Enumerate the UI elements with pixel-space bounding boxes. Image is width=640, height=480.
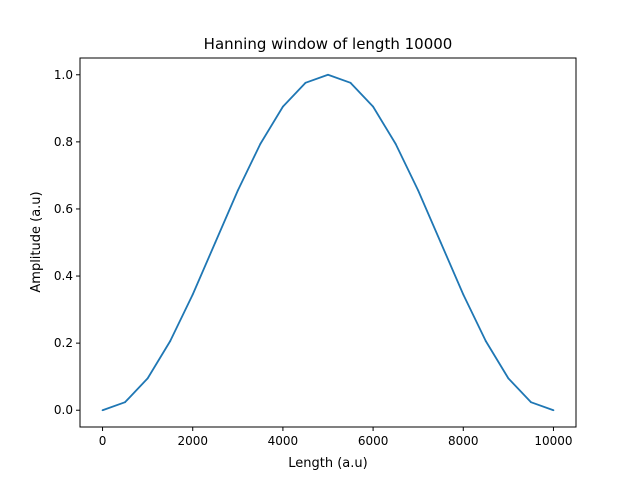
y-tick-label: 0.0 — [54, 403, 73, 417]
data-point — [439, 241, 442, 244]
data-point — [530, 401, 532, 404]
y-tick-label: 0.6 — [54, 202, 73, 216]
data-point — [372, 105, 374, 108]
y-tick-label: 1.0 — [54, 68, 73, 82]
x-tick-label: 6000 — [358, 434, 389, 448]
x-tick-label: 2000 — [177, 434, 208, 448]
data-point — [484, 340, 487, 343]
x-tick-label: 10000 — [534, 434, 572, 448]
data-point — [394, 142, 397, 145]
data-point — [282, 105, 284, 108]
plot-frame — [79, 57, 577, 428]
y-tick-label: 0.8 — [54, 135, 73, 149]
chart-title: Hanning window of length 10000 — [204, 35, 453, 53]
data-point — [124, 401, 126, 404]
x-tick-label: 4000 — [268, 434, 299, 448]
y-tick-label: 0.4 — [54, 269, 73, 283]
tick-group: 0 2000 4000 6000 8000 10000 0.0 0.2 0.4 0.6 0.8 1.0 — [54, 68, 573, 448]
x-tick-label: 0 — [99, 434, 107, 448]
data-point — [146, 377, 149, 380]
y-axis-label: Amplitude (a.u) — [29, 191, 44, 292]
data-point — [191, 293, 194, 296]
data-point — [507, 377, 510, 380]
data-point — [304, 81, 307, 84]
data-point — [259, 142, 262, 145]
data-point — [236, 189, 239, 192]
series-group — [101, 73, 555, 412]
x-tick-label: 8000 — [448, 434, 479, 448]
data-point — [101, 409, 104, 412]
data-point — [552, 409, 555, 412]
data-point — [327, 73, 329, 76]
data-point — [462, 293, 465, 296]
data-point — [349, 81, 352, 84]
series-line — [102, 73, 554, 412]
y-tick-label: 0.2 — [54, 336, 73, 350]
x-axis-label: Length (a.u) — [288, 456, 367, 471]
data-point — [417, 189, 420, 192]
data-point — [214, 241, 217, 244]
data-point — [169, 340, 172, 343]
